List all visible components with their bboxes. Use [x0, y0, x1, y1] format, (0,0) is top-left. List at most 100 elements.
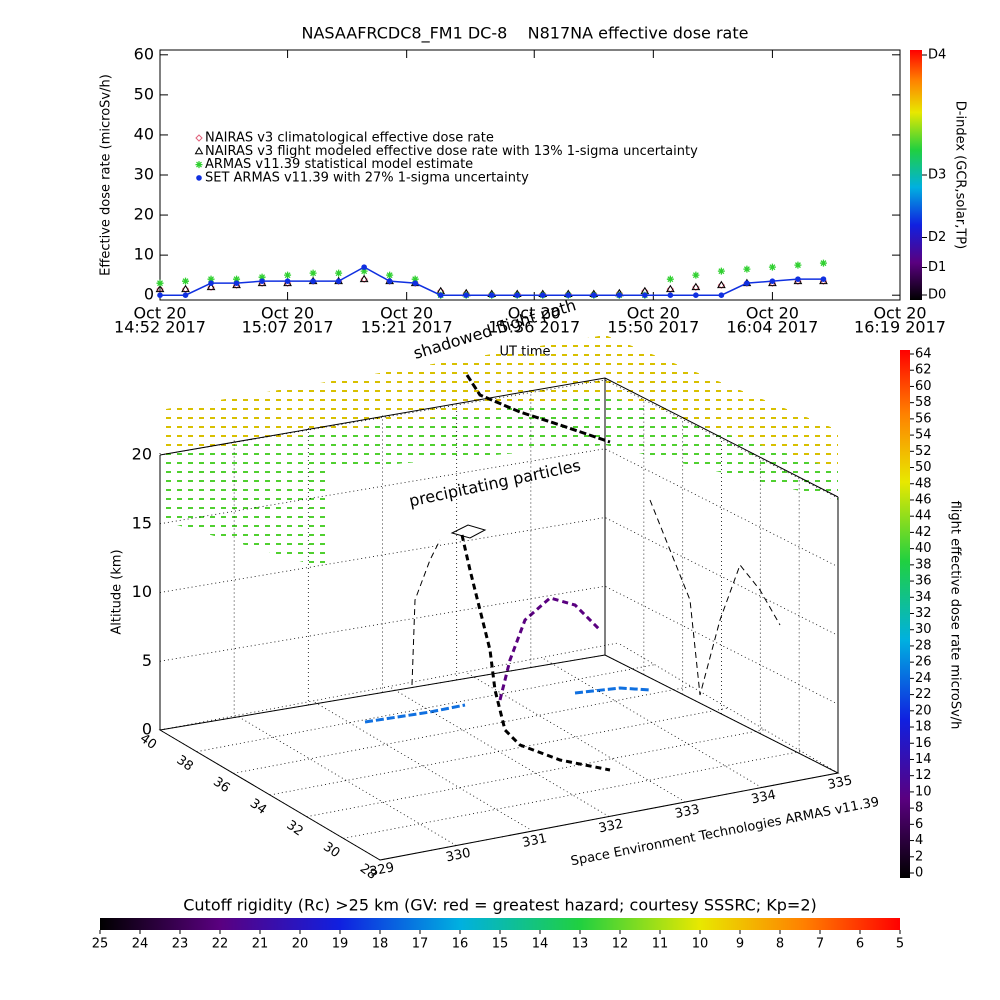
data-point: [437, 292, 444, 298]
data-point: [195, 134, 203, 142]
annotation: precipitating particles: [407, 456, 582, 511]
colorbar-tick-label: D1: [928, 260, 946, 275]
colorbar-tick-label: 21: [252, 937, 269, 952]
x-tick-label: Oct 20: [133, 304, 186, 323]
colorbar-tick-label: 14: [915, 752, 932, 767]
x-tick-label: 15:36 2017: [488, 318, 580, 337]
colorbar-tick-label: 50: [915, 460, 932, 475]
flight-path-markers: [364, 374, 781, 772]
colorbar-tick-label: 9: [736, 937, 744, 952]
data-point: [157, 292, 163, 298]
colorbar-tick-label: 22: [212, 937, 229, 952]
grid-line: [388, 686, 610, 817]
x-tick-label: 15:21 2017: [361, 318, 453, 337]
data-point: [616, 292, 623, 298]
data-point: [411, 275, 419, 283]
colorbar-tick-label: 54: [915, 428, 932, 443]
grid-line: [159, 585, 839, 705]
data-point: [359, 274, 369, 283]
x-tick-label: Oct 20: [627, 304, 680, 323]
data-point: [769, 278, 776, 284]
lat-tick-label: 36: [210, 774, 232, 796]
x-tick-label: Oct 20: [261, 304, 314, 323]
legend-label: NAIRAS v3 climatological effective dose …: [205, 131, 494, 146]
colorbar-tick-label: 12: [612, 937, 629, 952]
data-point: [565, 292, 572, 298]
dose-colorbar: [900, 350, 910, 878]
data-point: [590, 292, 597, 298]
data-point: [717, 280, 726, 289]
data-point: [819, 259, 827, 267]
colorbar-tick-label: 32: [915, 606, 932, 621]
data-point: [208, 280, 214, 286]
colorbar-tick-label: 62: [915, 363, 932, 378]
lon-tick-label: 331: [521, 831, 548, 851]
colorbar-tick-label: 60: [915, 379, 932, 394]
colorbar-tick-label: 18: [372, 937, 389, 952]
colorbar-tick-label: 20: [915, 703, 932, 718]
d-index-colorbar: [910, 50, 922, 300]
colorbar-tick-label: 14: [532, 937, 549, 952]
data-point: [768, 263, 776, 271]
data-point: [335, 269, 343, 277]
x-tick-label: 15:07 2017: [242, 318, 334, 337]
colorbar-tick-label: 20: [292, 937, 309, 952]
grid-line: [159, 729, 381, 861]
grid-line: [312, 700, 533, 832]
grid-line: [541, 657, 762, 788]
colorbar-tick-label: 0: [915, 866, 923, 881]
lon-tick-label: 330: [445, 846, 472, 866]
data-point: [412, 280, 418, 286]
cutoff-title: Cutoff rigidity (Rc) >25 km (GV: red = g…: [183, 896, 817, 915]
z-tick-label: 15: [132, 513, 152, 532]
y-tick-label: 10: [134, 245, 154, 264]
colorbar-tick-label: 5: [896, 937, 904, 952]
x-tick-label: 16:19 2017: [854, 318, 946, 337]
data-point: [196, 175, 202, 181]
colorbar-tick-label: 25: [92, 937, 109, 952]
grid-line: [236, 715, 457, 846]
colorbar-tick-label: 22: [915, 687, 932, 702]
colorbar-tick-label: 40: [915, 541, 932, 556]
lat-tick-label: 30: [320, 839, 342, 861]
colorbar-tick-label: 8: [915, 801, 923, 816]
data-point: [182, 277, 190, 285]
grid-line: [306, 729, 765, 818]
data-point: [794, 261, 802, 269]
colorbar-tick-label: 10: [692, 937, 709, 952]
data-point: [309, 269, 317, 277]
lat-tick-label: 34: [247, 796, 269, 818]
data-point: [310, 278, 316, 284]
y-axis-label: Effective dose rate (microSv/h): [99, 74, 114, 276]
colorbar-tick-label: 17: [412, 937, 429, 952]
colorbar-tick-label: 6: [915, 817, 923, 832]
x-tick-label: 14:52 2017: [114, 318, 206, 337]
colorbar-tick-label: 48: [915, 476, 932, 491]
z-tick-label: 10: [132, 582, 152, 601]
colorbar-tick-label: 16: [452, 937, 469, 952]
data-point: [717, 267, 725, 275]
colorbar-tick-label: 46: [915, 492, 932, 507]
data-point: [691, 282, 701, 291]
data-point: [665, 284, 675, 293]
y-tick-label: 40: [134, 124, 154, 143]
colorbar-tick-label: 30: [915, 622, 932, 637]
chart-title: NASAAFRCDC8_FM1 DC-8 N817NA effective do…: [302, 24, 749, 44]
data-point: [361, 264, 367, 270]
x-tick-label: Oct 20: [873, 304, 926, 323]
data-point: [488, 292, 495, 298]
data-point: [693, 292, 699, 298]
colorbar-tick-label: 23: [172, 937, 189, 952]
colorbar-tick-label: 36: [915, 574, 932, 589]
data-point: [284, 271, 292, 279]
cutoff-colorbar: [100, 918, 900, 930]
legend-label: ARMAS v11.39 statistical model estimate: [205, 157, 473, 172]
colorbar-tick-label: D4: [928, 48, 946, 63]
colorbar-tick-label: 38: [915, 557, 932, 572]
data-point: [335, 278, 342, 284]
colorbar-tick-label: 4: [915, 833, 923, 848]
colorbar-tick-label: 16: [915, 736, 932, 751]
z-axis-label: Altitude (km): [110, 549, 125, 634]
z-tick-label: 0: [142, 720, 152, 739]
